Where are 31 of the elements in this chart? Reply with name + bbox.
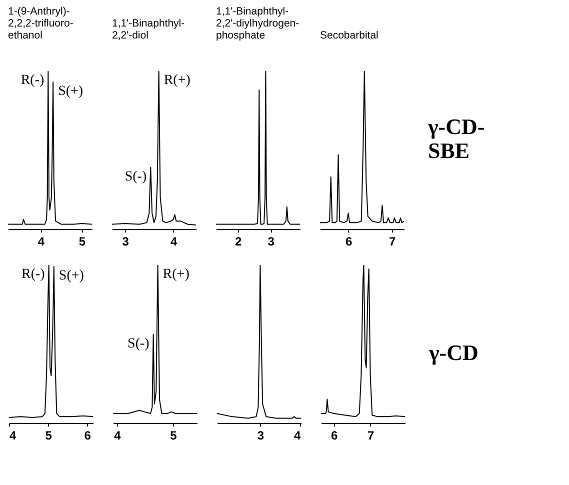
x-tick-label: 2 xyxy=(235,234,242,248)
x-tick-label: 4 xyxy=(170,234,178,248)
x-tick-label: 4 xyxy=(10,428,16,442)
x-tick-label: 6 xyxy=(345,234,352,248)
text: γ-CD xyxy=(429,340,478,366)
annotation: R(-) xyxy=(22,267,46,282)
x-tick-label: 5 xyxy=(170,428,178,442)
annotation: R(+) xyxy=(162,267,190,282)
x-tick-label: 3 xyxy=(268,234,275,248)
annotation: R(+) xyxy=(164,73,191,88)
chart-title: Secobarbital xyxy=(320,30,378,42)
annotation: S(-) xyxy=(124,169,147,184)
x-tick-label: 7 xyxy=(388,234,396,248)
annotation: S(+) xyxy=(58,268,84,284)
x-tick-label: 4 xyxy=(38,234,45,248)
x-tick-label: 5 xyxy=(78,234,86,248)
x-tick-label: 4 xyxy=(114,428,122,442)
x-tick-label: 4 xyxy=(294,428,302,442)
text: γ-CD- SBE xyxy=(428,114,485,162)
x-tick-label: 3 xyxy=(122,234,130,248)
annotation: S(-) xyxy=(128,336,150,352)
x-tick-label: 6 xyxy=(330,428,338,442)
annotation: S(+) xyxy=(58,84,84,100)
x-tick-label: 7 xyxy=(367,428,374,442)
chart-title: 1,1'-Binaphthyl- 2,2'-diylhydrogen- phosphate xyxy=(216,6,300,42)
x-tick-label: 3 xyxy=(257,428,264,442)
chart-title: 1,1'-Binaphthyl- 2,2'-diol xyxy=(112,18,186,42)
annotation: R(-) xyxy=(20,73,44,88)
x-tick-label: 6 xyxy=(84,428,92,442)
x-tick-label: 5 xyxy=(45,428,52,442)
chart-title: 1-(9-Anthryl)- 2,2,2-trifluoro- ethanol xyxy=(8,6,74,42)
